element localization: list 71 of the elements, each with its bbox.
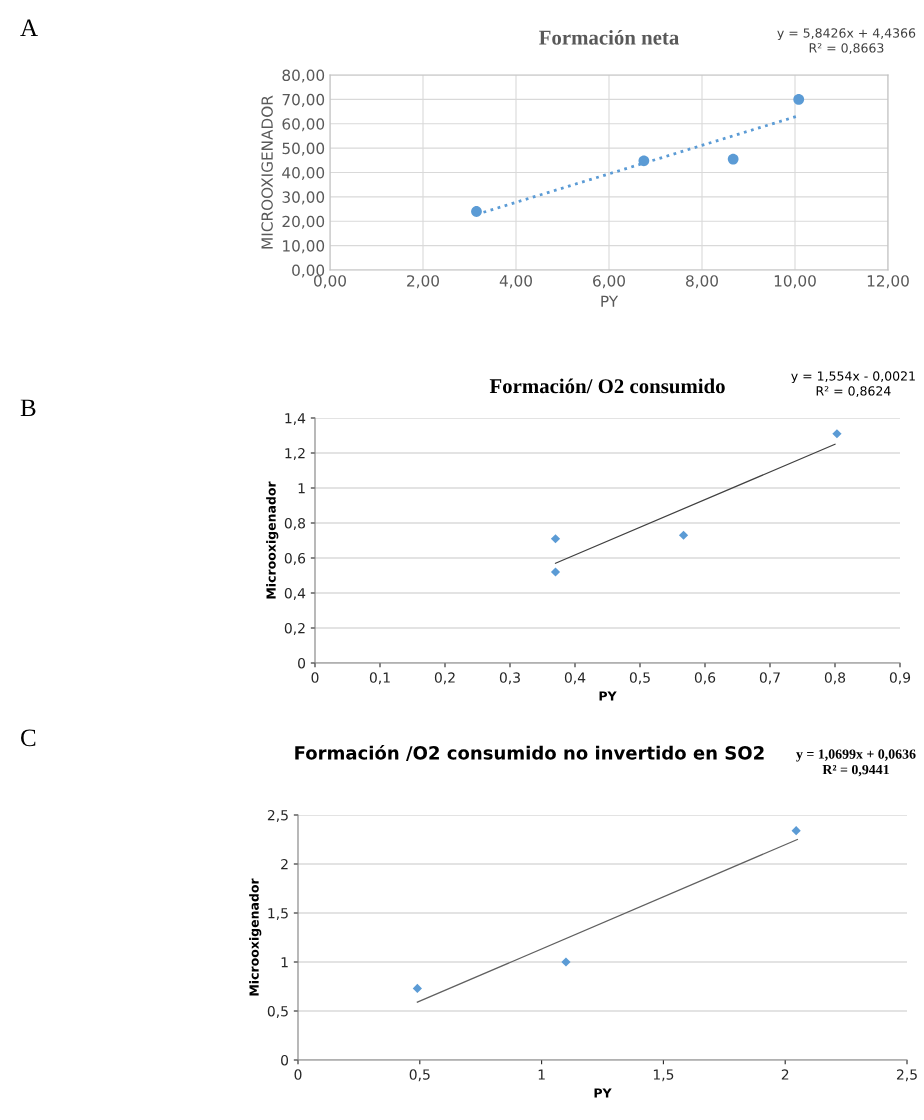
y-tick-label: 1,5 bbox=[268, 908, 288, 920]
y-axis-title: Microoxigenador bbox=[266, 481, 279, 599]
y-axis-title: MICROOXIGENADOR bbox=[261, 95, 273, 249]
text: R² = 0,8624 bbox=[816, 386, 891, 397]
point bbox=[412, 983, 422, 994]
point bbox=[561, 957, 571, 967]
x-tick-label: 0,5 bbox=[629, 672, 650, 685]
x-tick-label: 0,8 bbox=[824, 672, 846, 685]
x-tick-label: 6,00 bbox=[593, 275, 625, 289]
y-tick-label: 60,00 bbox=[282, 118, 325, 132]
y-tick-label: 80,00 bbox=[282, 69, 325, 83]
y-tick-label: 10,00 bbox=[283, 240, 325, 254]
x-tick-label: 0,9 bbox=[889, 672, 911, 685]
text: y = 1,0699x + 0,0636 bbox=[796, 749, 916, 762]
point bbox=[550, 534, 561, 544]
y-tick-label: 1,4 bbox=[285, 413, 306, 425]
text: C bbox=[21, 729, 36, 747]
x-tick-label: 4,00 bbox=[499, 275, 532, 289]
x-tick-label: 1 bbox=[538, 1069, 545, 1080]
point bbox=[550, 567, 561, 577]
y-tick-label: 40,00 bbox=[282, 166, 325, 181]
x-tick-label: 0,6 bbox=[694, 672, 716, 685]
y-tick-label: 50,00 bbox=[282, 142, 325, 156]
chart-title: Formación/ O2 consumido bbox=[489, 378, 725, 394]
x-tick-label: 0,4 bbox=[564, 672, 586, 685]
text: R² = 0,9441 bbox=[822, 764, 889, 777]
y-tick-label: 0,2 bbox=[284, 622, 305, 635]
x-tick-label: 10,00 bbox=[774, 275, 816, 289]
y-tick-label: 2 bbox=[281, 858, 288, 870]
y-tick-label: 0,4 bbox=[284, 587, 306, 600]
x-tick-label: 2 bbox=[781, 1069, 789, 1080]
y-tick-label: 0,5 bbox=[267, 1005, 288, 1018]
x-tick-label: 2,00 bbox=[407, 275, 439, 289]
x-tick-label: 0,3 bbox=[499, 672, 520, 685]
x-tick-label: 0,7 bbox=[759, 672, 780, 685]
x-axis-title: PY bbox=[601, 295, 619, 307]
y-tick-label: 0 bbox=[281, 1054, 289, 1066]
x-tick-label: 0,1 bbox=[369, 672, 390, 685]
text: B bbox=[20, 399, 36, 417]
text: R² = 0,8663 bbox=[809, 43, 884, 54]
text: A bbox=[20, 19, 38, 37]
x-tick-label: 1,5 bbox=[653, 1069, 674, 1082]
point bbox=[793, 94, 805, 105]
chart-title: Formación neta bbox=[539, 29, 679, 45]
x-axis-title: PY bbox=[594, 1088, 612, 1098]
y-tick-label: 70,00 bbox=[282, 93, 325, 107]
point bbox=[727, 153, 739, 165]
y-tick-label: 1,2 bbox=[285, 447, 305, 460]
point bbox=[832, 429, 842, 439]
chart-title: Formación /O2 consumido no invertido en SO2 bbox=[295, 745, 764, 762]
y-tick-label: 0 bbox=[298, 657, 306, 669]
y-tick-label: 30,00 bbox=[282, 191, 325, 205]
point bbox=[638, 155, 650, 167]
x-tick-label: 8,00 bbox=[686, 275, 718, 289]
y-tick-label: 20,00 bbox=[282, 215, 325, 229]
y-tick-label: 1 bbox=[298, 483, 305, 494]
y-axis-title: Microoxigenador bbox=[249, 878, 262, 996]
y-tick-label: 0,6 bbox=[284, 552, 306, 565]
y-tick-label: 0,8 bbox=[284, 517, 306, 530]
point bbox=[678, 530, 689, 540]
x-tick-label: 12,00 bbox=[867, 275, 909, 289]
point bbox=[791, 826, 801, 836]
point bbox=[471, 206, 482, 217]
x-tick-label: 0,5 bbox=[409, 1069, 430, 1082]
text: y = 1,554x - 0,0021 bbox=[791, 371, 915, 384]
y-tick-label: 1 bbox=[281, 957, 288, 968]
text: y = 5,8426x + 4,4366 bbox=[777, 28, 916, 41]
y-tick-label: 2,5 bbox=[267, 809, 288, 822]
x-axis-title: PY bbox=[599, 691, 617, 701]
x-tick-label: 0,2 bbox=[434, 672, 455, 685]
x-tick-label: 2,5 bbox=[896, 1069, 917, 1082]
